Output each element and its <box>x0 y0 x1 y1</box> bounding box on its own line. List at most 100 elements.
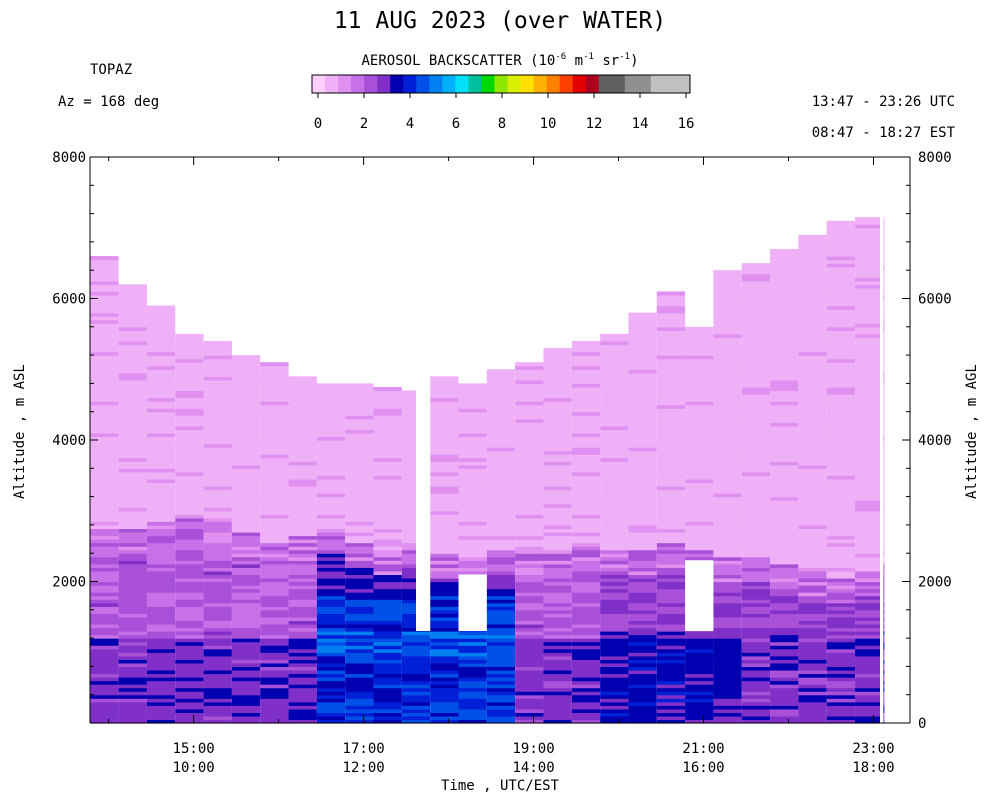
heatmap-cell <box>146 485 176 491</box>
heatmap-cell <box>90 333 119 339</box>
heatmap-cell <box>90 546 119 551</box>
heatmap-cell <box>855 248 880 254</box>
heatmap-cell <box>685 429 714 434</box>
heatmap-cell <box>458 666 487 671</box>
heatmap-cell <box>90 669 119 675</box>
heatmap-cell <box>543 669 572 675</box>
heatmap-cell <box>883 648 885 653</box>
heatmap-cell <box>741 613 771 618</box>
heatmap-cell <box>486 397 516 402</box>
heatmap-cell <box>90 440 119 445</box>
heatmap-cell <box>855 454 880 459</box>
heatmap-cell <box>401 634 431 639</box>
heatmap-cell <box>571 577 601 583</box>
heatmap-cell <box>203 673 232 678</box>
heatmap-cell <box>458 443 487 448</box>
heatmap-cell <box>430 680 459 685</box>
heatmap-cell <box>515 560 544 565</box>
heatmap-cell <box>600 440 629 445</box>
heatmap-cell <box>203 677 232 682</box>
heatmap-cell <box>260 447 289 452</box>
heatmap-cell <box>486 528 516 533</box>
heatmap-cell <box>543 535 572 540</box>
heatmap-cell <box>600 390 629 395</box>
heatmap-cell <box>713 291 742 296</box>
heatmap-cell <box>118 457 147 462</box>
heatmap-cell <box>855 362 880 367</box>
heatmap-cell <box>203 411 232 416</box>
heatmap-cell <box>685 351 714 356</box>
heatmap-cell <box>826 691 856 696</box>
heatmap-cell <box>543 362 572 367</box>
heatmap-cell <box>543 358 572 363</box>
heatmap-cell <box>826 351 856 356</box>
heatmap-cell <box>458 521 487 526</box>
heatmap-cell <box>628 369 657 374</box>
heatmap-cell <box>373 570 402 576</box>
colorbar-swatch <box>598 75 613 93</box>
heatmap-cell <box>770 521 799 526</box>
heatmap-cell <box>486 485 516 491</box>
heatmap-cell <box>203 652 232 657</box>
heatmap-cell <box>90 528 119 533</box>
heatmap-cell <box>288 634 317 639</box>
heatmap-cell <box>231 514 261 519</box>
heatmap-cell <box>770 577 799 583</box>
heatmap-cell <box>146 623 176 629</box>
heatmap-cell <box>855 514 880 519</box>
heatmap-cell <box>203 461 232 466</box>
heatmap-cell <box>855 666 880 671</box>
heatmap-cell <box>175 440 204 445</box>
heatmap-cell <box>231 641 261 646</box>
heatmap-cell <box>288 652 317 657</box>
heatmap-cell <box>883 680 885 685</box>
heatmap-cell <box>656 376 686 381</box>
heatmap-cell <box>628 404 657 409</box>
heatmap-cell <box>231 500 261 505</box>
profile-column <box>798 234 827 724</box>
heatmap-cell <box>430 443 459 448</box>
heatmap-cell <box>288 415 317 420</box>
heatmap-cell <box>826 369 856 374</box>
heatmap-cell <box>713 425 742 430</box>
heatmap-cell <box>656 333 686 339</box>
heatmap-cell <box>175 333 204 339</box>
heatmap-cell <box>458 549 487 554</box>
heatmap-cell <box>90 719 119 724</box>
heatmap-cell <box>175 454 204 459</box>
heatmap-cell <box>685 708 714 713</box>
heatmap-cell <box>146 701 176 706</box>
heatmap-cell <box>175 386 204 392</box>
heatmap-cell <box>713 302 742 307</box>
heatmap-cell <box>571 616 601 622</box>
heatmap-cell <box>656 471 686 476</box>
heatmap-cell <box>855 312 880 317</box>
heatmap-cell <box>656 369 686 374</box>
heatmap-cell <box>855 450 880 455</box>
heatmap-cell <box>600 535 629 540</box>
heatmap-cell <box>855 627 880 632</box>
heatmap-cell <box>741 691 771 696</box>
heatmap-cell <box>90 401 119 406</box>
heatmap-cell <box>175 701 204 706</box>
heatmap-cell <box>90 708 119 713</box>
heatmap-cell <box>146 358 176 363</box>
heatmap-cell <box>486 588 516 593</box>
heatmap-cell <box>430 429 459 434</box>
heatmap-cell <box>345 454 374 459</box>
heatmap-cell <box>203 698 232 703</box>
heatmap-cell <box>260 623 289 629</box>
heatmap-cell <box>288 404 317 409</box>
heatmap-cell <box>855 291 880 296</box>
heatmap-cell <box>628 684 657 689</box>
heatmap-cell <box>685 531 714 537</box>
heatmap-cell <box>628 631 657 636</box>
heatmap-cell <box>685 344 714 349</box>
heatmap-cell <box>260 542 289 547</box>
heatmap-cell <box>883 259 885 264</box>
heatmap-cell <box>486 641 516 646</box>
heatmap-cell <box>458 662 487 667</box>
heatmap-cell <box>741 351 771 356</box>
heatmap-cell <box>345 599 374 604</box>
heatmap-cell <box>571 652 601 657</box>
